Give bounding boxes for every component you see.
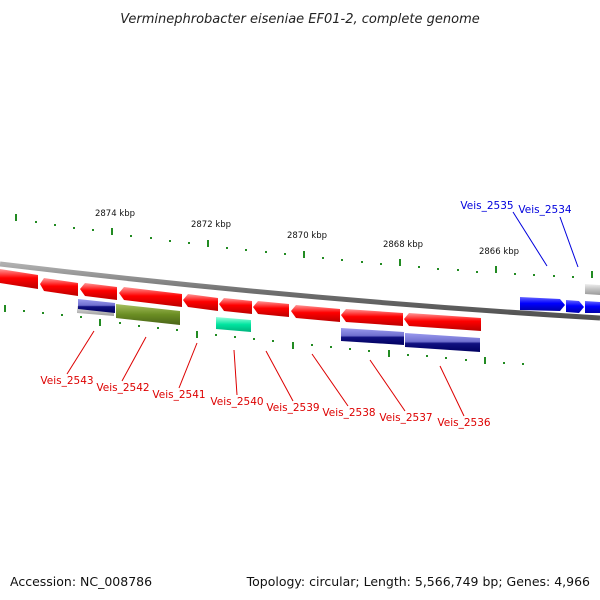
gene-veis-2536-arrow[interactable] — [404, 313, 481, 331]
genome-backbone — [0, 261, 600, 321]
gene-veis-2534-arrow[interactable] — [566, 300, 584, 313]
gene-veis-2541-arrow[interactable] — [183, 294, 218, 311]
navy-feature-2543 — [78, 299, 115, 313]
gene-label-veis-2535[interactable]: Veis_2535 — [460, 200, 513, 212]
inner-tick-arc — [4, 305, 524, 365]
gene-blue-edge-arrow — [585, 301, 600, 313]
outer-tick-arc — [15, 214, 593, 278]
gene-red-arrow-1 — [0, 269, 38, 289]
gene-label-veis-2538[interactable]: Veis_2538 — [322, 407, 375, 419]
map-title: Verminephrobacter eiseniae EF01-2, compl… — [120, 12, 479, 27]
gene-label-veis-2543[interactable]: Veis_2543 — [40, 375, 93, 387]
gene-veis-2540-arrow[interactable] — [219, 298, 252, 314]
reverse-strand-features — [0, 269, 481, 331]
navy-feature-2537 — [341, 328, 404, 345]
gene-veis-2537-arrow[interactable] — [341, 309, 403, 326]
gene-label-veis-2537[interactable]: Veis_2537 — [379, 412, 432, 424]
navy-feature-2536 — [405, 333, 480, 352]
scale-label-2866: 2866 kbp — [479, 247, 519, 257]
forward-strand-features — [520, 284, 600, 313]
callout-lines-above — [512, 211, 579, 268]
callout-lines-below — [66, 330, 465, 417]
gene-veis-2543-arrow[interactable] — [80, 283, 117, 300]
gene-label-veis-2534[interactable]: Veis_2534 — [518, 204, 572, 216]
gene-label-veis-2541[interactable]: Veis_2541 — [152, 389, 205, 401]
gray-feature-top-right — [585, 284, 600, 295]
cyan-feature-2540 — [216, 317, 251, 332]
gene-veis-2538-arrow[interactable] — [291, 305, 340, 322]
scale-label-2874: 2874 kbp — [95, 209, 135, 219]
genome-summary-text: Topology: circular; Length: 5,566,749 bp… — [246, 574, 590, 589]
gene-label-veis-2542[interactable]: Veis_2542 — [96, 382, 149, 394]
gene-label-veis-2536[interactable]: Veis_2536 — [437, 417, 491, 429]
gene-veis-2535-arrow[interactable] — [520, 297, 565, 311]
olive-feature-2542 — [116, 304, 180, 325]
accession-text: Accession: NC_008786 — [10, 574, 152, 589]
gene-label-veis-2539[interactable]: Veis_2539 — [266, 402, 319, 414]
scale-label-2872: 2872 kbp — [191, 220, 231, 230]
secondary-features — [77, 299, 480, 352]
gene-veis-2542-arrow[interactable] — [119, 287, 182, 307]
gene-red-arrow-2 — [40, 278, 78, 296]
scale-label-2870: 2870 kbp — [287, 231, 327, 241]
gene-veis-2539-arrow[interactable] — [253, 301, 289, 317]
scale-label-2868: 2868 kbp — [383, 240, 423, 250]
gene-label-veis-2540[interactable]: Veis_2540 — [210, 396, 263, 408]
